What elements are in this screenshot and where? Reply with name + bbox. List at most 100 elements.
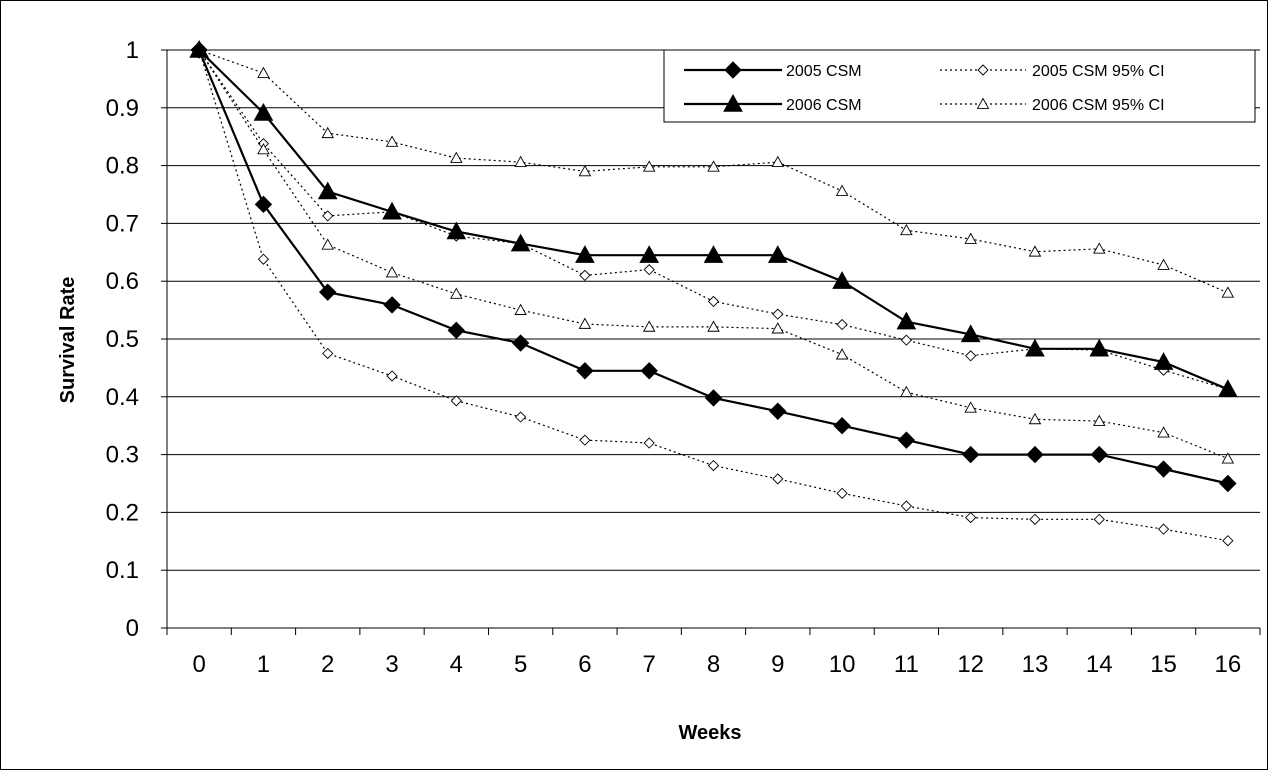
diamond-marker <box>900 334 913 346</box>
diamond-marker <box>769 402 787 420</box>
triangle-marker <box>257 66 270 78</box>
triangle-marker <box>642 160 656 172</box>
diamond-marker <box>1026 445 1044 464</box>
triangle-marker <box>450 151 463 163</box>
triangle-marker <box>1089 338 1110 357</box>
series-2006-csm-95-ci <box>192 43 1235 298</box>
triangle-marker <box>385 266 399 278</box>
diamond-marker <box>897 431 916 449</box>
x-tick-label: 0 <box>192 651 205 678</box>
diamond-marker <box>1222 535 1234 547</box>
diamond-marker <box>772 473 784 485</box>
triangle-marker <box>900 223 913 236</box>
y-axis-title: Survival Rate <box>57 277 79 404</box>
legend: 2005 CSM 2006 CSM 2005 CSM 95% CI 2006 CSM … <box>663 49 1256 123</box>
triangle-marker <box>723 93 743 112</box>
diamond-marker <box>514 411 527 423</box>
triangle-marker <box>1221 286 1235 298</box>
diamond-marker <box>386 370 398 382</box>
triangle-marker <box>446 221 467 240</box>
diamond-marker <box>965 350 977 362</box>
legend-label: 2006 CSM 95% CI <box>1032 97 1165 114</box>
triangle-marker <box>960 324 981 343</box>
y-tick-label: 0.4 <box>106 384 139 411</box>
triangle-marker <box>321 126 335 139</box>
diamond-marker <box>1029 513 1041 525</box>
triangle-marker <box>964 401 977 413</box>
series-2006-csm-95-ci <box>192 43 1235 464</box>
diamond-marker <box>576 362 594 380</box>
diamond-marker <box>836 487 848 499</box>
diamond-marker <box>1219 474 1237 493</box>
legend-item: 2005 CSM 95% CI <box>940 63 1165 80</box>
diamond-marker <box>977 64 989 76</box>
legend-item: 2006 CSM 95% CI <box>940 97 1165 114</box>
y-tick-label: 1 <box>126 37 139 64</box>
diamond-marker <box>643 264 655 276</box>
series-layer <box>189 39 1238 547</box>
diamond-marker <box>511 334 530 352</box>
triangle-marker <box>1092 242 1106 254</box>
diamond-marker <box>640 362 658 380</box>
x-tick-label: 8 <box>707 651 720 678</box>
triangle-marker <box>1153 352 1174 370</box>
triangle-marker <box>976 97 990 109</box>
x-tick-label: 15 <box>1150 651 1177 678</box>
diamond-marker <box>450 395 462 407</box>
legend-item: 2006 CSM <box>684 93 862 114</box>
diamond-marker <box>447 321 466 340</box>
triangle-marker <box>510 233 531 252</box>
diamond-marker <box>836 318 848 331</box>
triangle-marker <box>896 311 917 330</box>
diamond-marker <box>1093 513 1105 525</box>
diamond-marker <box>257 253 270 265</box>
triangle-marker <box>382 201 402 220</box>
triangle-marker <box>964 232 977 244</box>
diamond-marker <box>643 437 655 449</box>
triangle-marker <box>1218 379 1238 397</box>
x-tick-label: 11 <box>894 651 919 678</box>
diamond-marker <box>383 296 401 314</box>
diamond-marker <box>579 434 591 446</box>
gridlines <box>167 49 1260 571</box>
triangle-marker <box>514 303 527 315</box>
x-tick-label: 16 <box>1215 651 1242 678</box>
x-tick-label: 13 <box>1022 651 1049 678</box>
y-tick-label: 0.9 <box>106 95 139 122</box>
x-tick-label: 9 <box>771 651 784 678</box>
series-line <box>198 49 1229 542</box>
legend-label: 2005 CSM <box>786 63 862 80</box>
x-tick-label: 14 <box>1086 651 1113 678</box>
triangle-marker <box>832 271 852 289</box>
x-tick-label: 6 <box>578 651 591 678</box>
x-tick-label: 12 <box>957 651 984 678</box>
diamond-marker <box>1154 460 1173 478</box>
diamond-marker <box>833 416 851 435</box>
triangle-marker <box>1092 414 1106 426</box>
diamond-marker <box>707 295 720 308</box>
triangle-marker <box>900 385 913 398</box>
triangle-marker <box>450 287 463 299</box>
x-tick-label: 3 <box>385 651 398 678</box>
y-tick-label: 0.8 <box>106 153 139 180</box>
diamond-marker <box>707 459 720 472</box>
diamond-marker <box>1090 445 1108 464</box>
diamond-marker <box>322 210 334 222</box>
diamond-marker <box>579 269 591 282</box>
legend-label: 2005 CSM 95% CI <box>1032 63 1165 80</box>
axes: 00.10.20.30.40.50.60.70.80.910 1 2 3 4 5 6 7 8 9 1… <box>106 37 1261 678</box>
triangle-marker <box>1028 245 1042 257</box>
y-tick-label: 0.1 <box>106 557 139 584</box>
diamond-marker <box>1157 523 1170 535</box>
x-axis-title: Weeks <box>678 722 741 744</box>
diamond-marker <box>319 283 337 301</box>
legend-item: 2005 CSM <box>684 61 862 80</box>
legend-box <box>663 49 1256 123</box>
triangle-marker <box>578 164 592 177</box>
triangle-marker <box>1028 412 1042 425</box>
diamond-marker <box>900 500 913 512</box>
diamond-marker <box>724 61 742 79</box>
legend-label: 2006 CSM <box>786 97 862 114</box>
